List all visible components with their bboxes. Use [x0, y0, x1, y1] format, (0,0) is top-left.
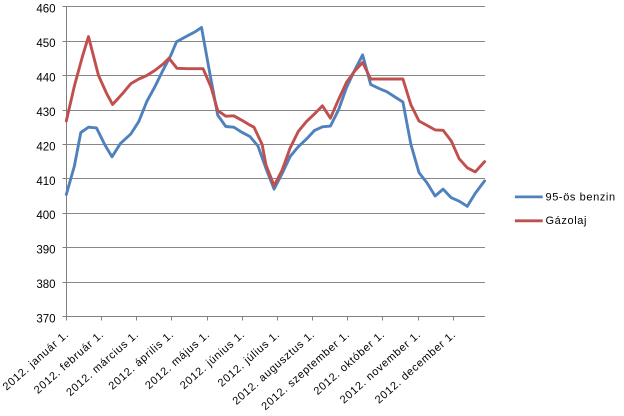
svg-text:460: 460 [36, 4, 55, 16]
svg-text:400: 400 [36, 210, 55, 222]
svg-text:440: 440 [36, 73, 55, 85]
svg-text:370: 370 [36, 313, 55, 325]
svg-text:390: 390 [36, 245, 55, 257]
svg-text:450: 450 [36, 38, 55, 50]
svg-text:Gázolaj: Gázolaj [546, 215, 588, 227]
svg-text:380: 380 [36, 279, 55, 291]
svg-text:430: 430 [36, 107, 55, 119]
svg-text:410: 410 [36, 176, 55, 188]
svg-text:420: 420 [36, 141, 55, 153]
svg-text:95-ös benzin: 95-ös benzin [546, 192, 616, 204]
